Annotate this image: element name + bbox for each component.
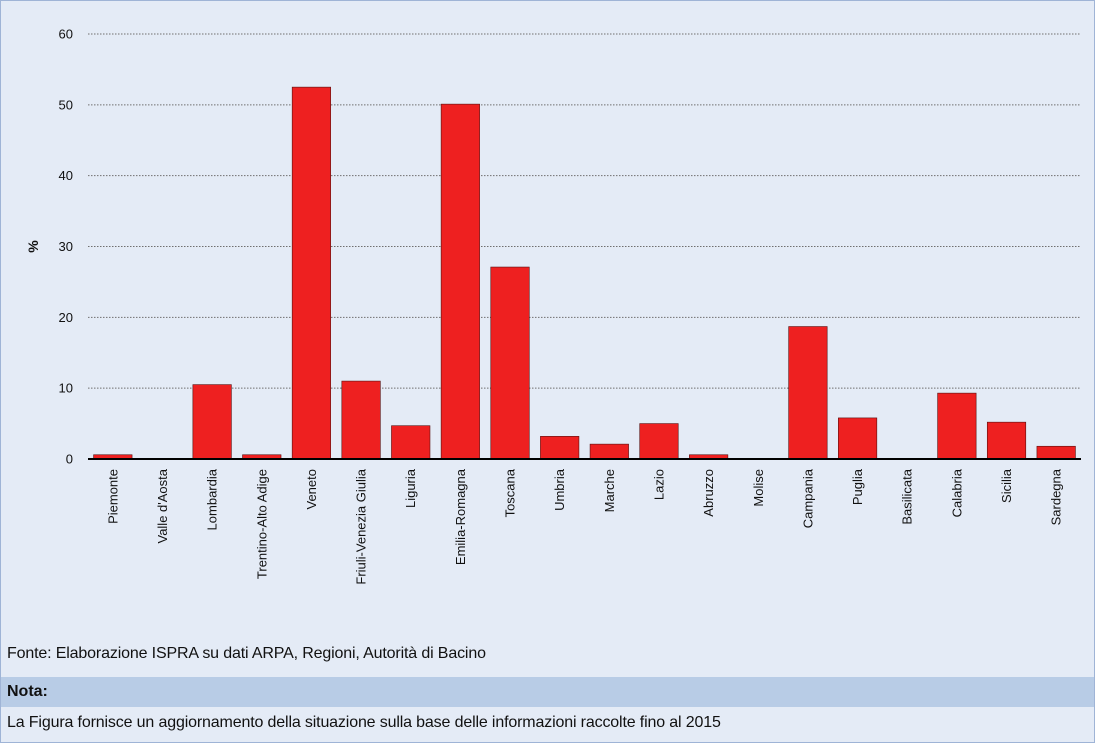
x-tick-label: Piemonte [105, 469, 120, 524]
x-tick-label: Campania [800, 468, 815, 528]
x-tick-label: Liguria [403, 468, 418, 508]
y-tick-label: 40 [59, 168, 73, 183]
bar-toscana [490, 266, 530, 460]
bar-marche [589, 443, 629, 460]
x-tick-label: Emilia-Romagna [453, 468, 468, 565]
bar-sicilia [986, 421, 1027, 460]
x-tick-label: Marche [602, 469, 617, 512]
x-tick-label: Molise [751, 469, 766, 507]
x-tick-label: Puglia [850, 468, 865, 505]
bar-sardegna [1036, 445, 1076, 460]
y-tick-label: 20 [59, 310, 73, 325]
y-tick-label: 60 [59, 27, 73, 42]
x-tick-label: Veneto [304, 469, 319, 510]
bars [93, 86, 1076, 460]
y-tick-label: 0 [66, 452, 73, 467]
bar-umbria [540, 436, 580, 460]
x-tick-label: Toscana [503, 468, 518, 517]
note-title: Nota: [7, 683, 48, 700]
x-tick-label: Lombardia [205, 468, 220, 530]
x-tick-label: Umbria [552, 468, 567, 511]
bar-friuli-venezia-giulia [341, 380, 381, 460]
x-tick-label: Lazio [651, 469, 666, 500]
y-tick-labels: 0 10 20 30 40 50 60 [59, 27, 73, 467]
x-tick-label: Valle d'Aosta [155, 468, 170, 543]
bar-lazio [639, 423, 679, 460]
bar-lombardia [192, 384, 232, 460]
bar-liguria [391, 425, 431, 460]
x-tick-label: Trentino-Alto Adige [254, 469, 269, 579]
x-tick-label: Calabria [949, 468, 964, 517]
bar-campania [788, 326, 828, 460]
bar-emilia-romagna [440, 103, 480, 460]
x-tick-label: Sicilia [999, 468, 1014, 503]
source-caption: Fonte: Elaborazione ISPRA su dati ARPA, … [7, 645, 486, 662]
x-tick-label: Abruzzo [701, 469, 716, 517]
y-axis-title: % [25, 240, 41, 253]
y-tick-label: 30 [59, 239, 73, 254]
bar-puglia [838, 417, 878, 460]
bar-chart: 0 10 20 30 40 50 60 Piemonte Valle d'Aosta Lomba… [25, 27, 1081, 585]
note-header-bar [1, 677, 1094, 707]
grid-lines [88, 33, 1081, 389]
x-tick-label: Sardegna [1049, 468, 1064, 525]
bar-calabria [937, 392, 977, 460]
x-tick-labels: Piemonte Valle d'Aosta Lombardia Trentino-A… [105, 468, 1063, 584]
y-tick-label: 50 [59, 97, 73, 112]
note-text: La Figura fornisce un aggiornamento dell… [7, 714, 721, 731]
y-tick-label: 10 [59, 381, 73, 396]
x-tick-label: Basilicata [900, 468, 915, 524]
x-tick-label: Friuli-Venezia Giulia [354, 468, 369, 584]
bar-veneto [291, 86, 331, 460]
